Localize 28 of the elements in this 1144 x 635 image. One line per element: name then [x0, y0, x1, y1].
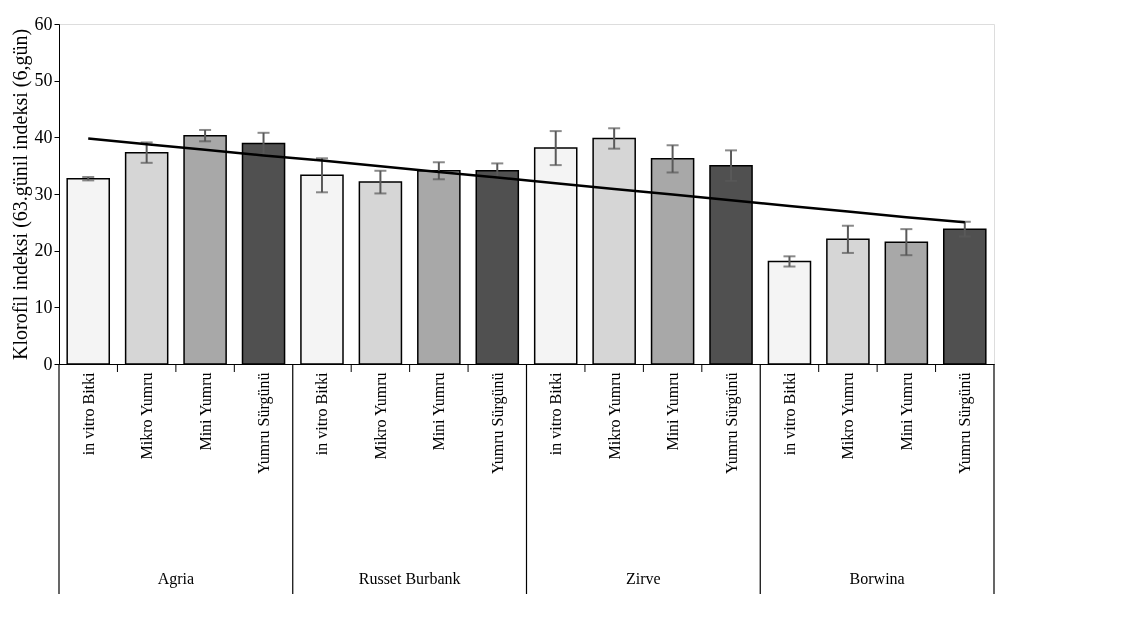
text: Zirve [626, 570, 661, 587]
x-tick-label: Mini Yumru [196, 372, 214, 451]
x-tick-label: Yumru Sürgünü [488, 372, 507, 474]
text: Russet Burbank [358, 570, 461, 587]
text: Agria [157, 570, 195, 588]
y-tick-label: 40 [34, 126, 53, 147]
x-tick-label: Mini Yumru [897, 372, 915, 451]
x-tick-label: in vitro Bitki [780, 371, 798, 456]
x-tick-label: Mini Yumru [430, 372, 448, 451]
x-tick-label: Mini Yumru [664, 372, 682, 451]
y-tick-label: 60 [34, 13, 53, 34]
x-tick-label: in vitro Bitki [547, 371, 565, 456]
x-tick-label: in vitro Bitki [79, 371, 97, 456]
y-tick-label: 0 [43, 353, 53, 374]
x-tick-label: Yumru Sürgünü [722, 372, 741, 474]
x-tick-label: Mikro Yumru [605, 372, 623, 460]
x-tick-label: Mikro Yumru [839, 372, 857, 460]
x-tick-label: in vitro Bitki [313, 371, 331, 456]
y-tick-label: 10 [34, 296, 53, 317]
y-tick-label: 20 [34, 240, 53, 261]
y-axis-title: Klorofil indeksi (63.günil indeksi (6,gün) [8, 28, 32, 361]
text: Borwina [849, 570, 905, 587]
x-tick-label: Mikro Yumru [138, 372, 156, 460]
x-tick-label: Mikro Yumru [371, 372, 389, 460]
x-tick-label: Yumru Sürgünü [255, 372, 274, 474]
x-tick-label: Yumru Sürgünü [956, 372, 975, 474]
y-tick-label: 30 [34, 183, 53, 204]
y-tick-label: 50 [34, 70, 53, 91]
